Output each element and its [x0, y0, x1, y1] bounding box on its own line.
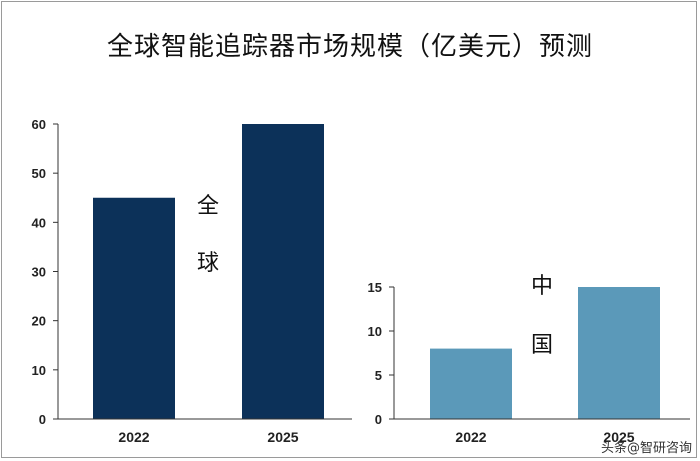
- global-xtick-label: 2022: [118, 429, 149, 445]
- china-ytick-label: 5: [375, 368, 382, 383]
- global-ytick-label: 10: [32, 363, 46, 378]
- china-bar-2025: [578, 287, 660, 419]
- china-ytick-label: 10: [368, 324, 382, 339]
- global-ytick-label: 40: [32, 215, 46, 230]
- watermark-text: 头条@智研咨询: [601, 440, 692, 456]
- china-ytick-label: 0: [375, 412, 382, 427]
- global-region-label: 全: [197, 194, 219, 219]
- global-ytick-label: 20: [32, 314, 46, 329]
- global-ytick-label: 0: [39, 412, 46, 427]
- global-ytick-label: 50: [32, 166, 46, 181]
- china-xtick-label: 2025: [603, 429, 634, 445]
- global-ytick-label: 30: [32, 265, 46, 280]
- global-xtick-label: 2025: [267, 429, 298, 445]
- china-bar-2022: [430, 348, 512, 419]
- global-ytick-label: 60: [32, 117, 46, 132]
- chart-title: 全球智能追踪器市场规模（亿美元）预测: [106, 32, 593, 62]
- global-bar-2022: [93, 197, 175, 419]
- china-region-label: 国: [531, 333, 553, 358]
- global-bar-2025: [242, 124, 324, 419]
- china-xtick-label: 2022: [455, 429, 486, 445]
- china-ytick-label: 15: [368, 280, 382, 295]
- china-region-label: 中: [531, 274, 553, 299]
- global-region-label: 球: [197, 251, 219, 276]
